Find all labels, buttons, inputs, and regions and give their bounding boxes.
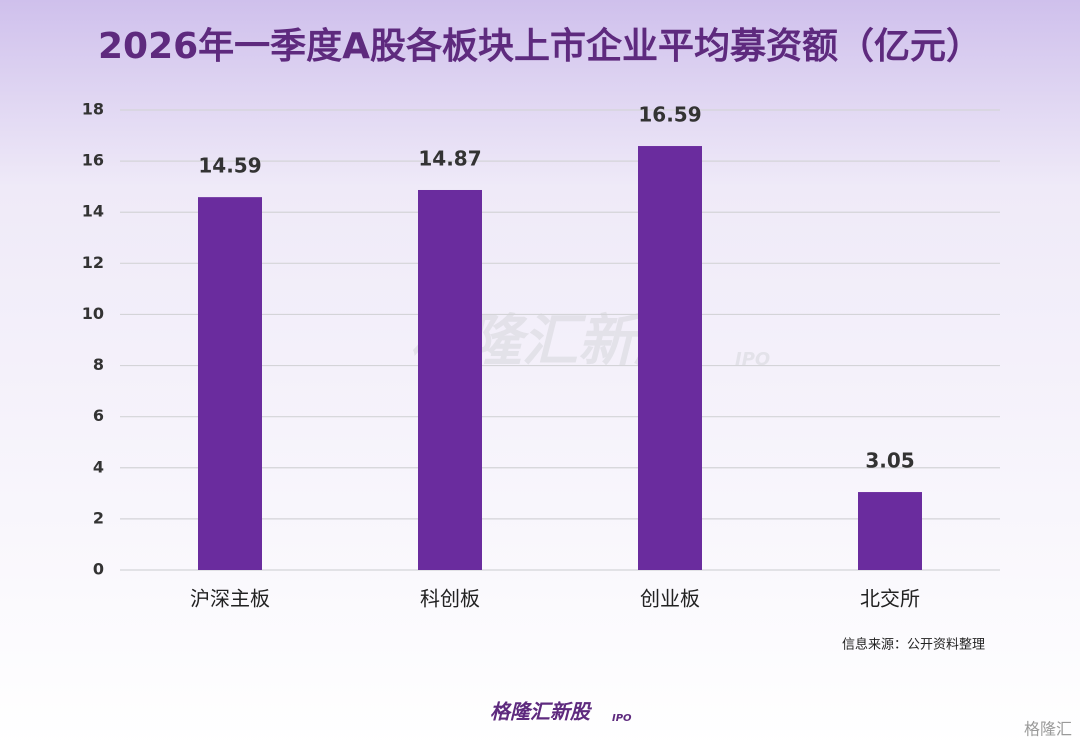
- y-tick-label: 14: [82, 202, 104, 221]
- source-note: 信息来源：公开资料整理: [842, 637, 985, 653]
- logo-sub: IPO: [612, 713, 632, 724]
- bar: [858, 492, 922, 570]
- y-tick-label: 4: [93, 457, 104, 476]
- x-tick-label: 创业板: [640, 587, 700, 611]
- data-label: 14.59: [198, 154, 261, 178]
- bar: [198, 197, 262, 570]
- y-tick-label: 8: [93, 355, 104, 374]
- data-label: 16.59: [638, 103, 701, 127]
- corner-mark: 格隆汇: [1024, 720, 1072, 739]
- y-tick-label: 2: [93, 508, 104, 527]
- bar: [638, 146, 702, 571]
- watermark-sub: IPO: [735, 349, 770, 370]
- chart-title: 2026年一季度A股各板块上市企业平均募资额（亿元）: [98, 25, 982, 67]
- data-label: 3.05: [865, 449, 914, 473]
- logo: 格隆汇新股: [490, 700, 592, 724]
- bar: [418, 189, 482, 570]
- x-tick-label: 科创板: [420, 587, 480, 611]
- y-tick-label: 12: [82, 253, 104, 272]
- y-tick-label: 16: [82, 151, 104, 170]
- y-tick-label: 0: [93, 560, 104, 579]
- x-tick-label: 北交所: [860, 587, 920, 611]
- x-tick-label: 沪深主板: [190, 587, 270, 611]
- y-tick-label: 10: [82, 304, 104, 323]
- data-label: 14.87: [418, 146, 481, 170]
- y-tick-label: 18: [82, 100, 104, 119]
- y-tick-label: 6: [93, 406, 104, 425]
